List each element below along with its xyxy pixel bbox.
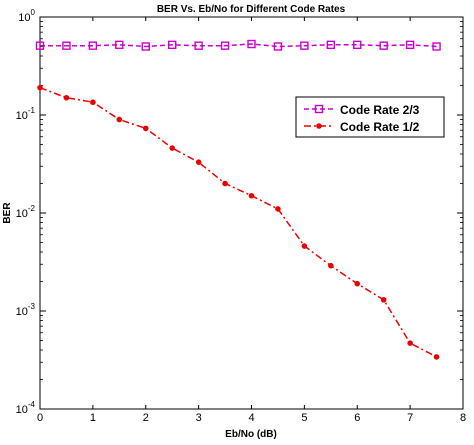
axis-ticks: 0 1 2 3 4 5 6 7 8 100 10-1 10-2 10-3 10-4 <box>16 8 466 424</box>
series-layer <box>35 39 441 360</box>
data-point <box>167 40 177 50</box>
y-axis-label: BER <box>2 202 13 224</box>
x-tick-label: 4 <box>248 412 254 424</box>
legend-label: Code Rate 2/3 <box>340 103 420 117</box>
data-point <box>379 41 388 50</box>
data-point <box>301 243 308 249</box>
data-point <box>220 41 230 50</box>
series-1 <box>35 39 441 51</box>
data-point <box>273 42 283 51</box>
data-point <box>326 40 336 50</box>
data-point <box>405 40 415 50</box>
legend-marker <box>316 123 322 129</box>
legend: Code Rate 2/3 Code Rate 1/2 <box>295 96 445 138</box>
data-point <box>328 262 334 269</box>
data-point <box>222 180 228 187</box>
data-point <box>35 41 45 50</box>
data-point <box>433 354 440 360</box>
data-point <box>380 297 387 303</box>
data-point <box>142 125 149 132</box>
data-point <box>62 41 71 50</box>
x-tick-label: 0 <box>37 412 43 424</box>
x-tick-label: 8 <box>460 412 466 424</box>
data-point <box>115 40 124 50</box>
data-point <box>116 116 123 123</box>
data-point <box>37 84 43 91</box>
y-tick-label: 10-4 <box>16 400 36 416</box>
legend-box <box>295 96 445 138</box>
series-line <box>39 86 437 358</box>
data-point <box>63 94 70 101</box>
x-tick-label: 3 <box>196 412 202 424</box>
data-point <box>169 145 175 151</box>
legend-label: Code Rate 1/2 <box>340 120 420 134</box>
legend-marker <box>314 104 324 114</box>
data-point <box>407 340 413 346</box>
x-tick-label: 5 <box>301 412 307 424</box>
y-tick-label: 10-3 <box>16 302 36 318</box>
data-point <box>90 99 96 106</box>
data-point <box>248 192 255 199</box>
x-tick-label: 6 <box>354 412 360 424</box>
y-tick-label: 10-2 <box>16 204 36 220</box>
x-tick-label: 2 <box>143 412 149 424</box>
plot-area <box>39 16 464 410</box>
data-point <box>432 42 441 51</box>
x-axis-label: Eb/No (dB) <box>225 429 277 440</box>
data-point <box>88 41 98 50</box>
data-point <box>275 206 281 212</box>
data-point <box>354 280 361 287</box>
x-tick-label: 1 <box>90 412 96 424</box>
y-tick-label: 10-1 <box>16 106 36 122</box>
data-point <box>141 42 150 51</box>
data-point <box>353 40 362 50</box>
data-point <box>300 41 309 50</box>
series-line <box>40 43 437 48</box>
data-point <box>247 39 256 49</box>
series-2 <box>37 84 440 360</box>
chart-title: BER Vs. Eb/No for Different Code Rates <box>157 4 346 15</box>
data-point <box>194 41 203 50</box>
data-point <box>195 159 202 165</box>
y-tick-label: 100 <box>18 8 35 24</box>
x-tick-label: 7 <box>407 412 413 424</box>
